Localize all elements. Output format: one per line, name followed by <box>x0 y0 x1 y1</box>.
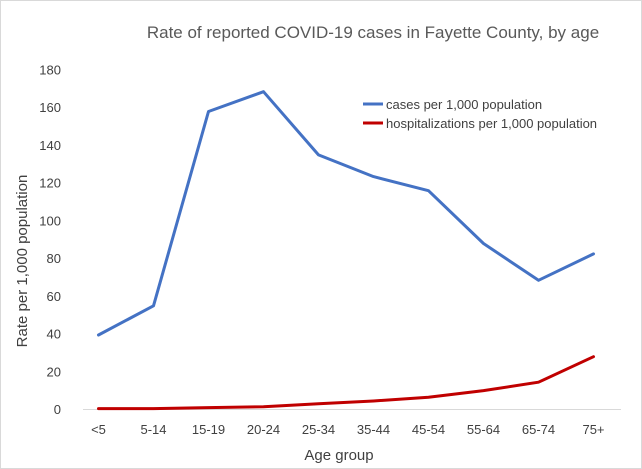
y-tick-label: 140 <box>39 138 61 153</box>
series-line-cases <box>97 90 595 337</box>
x-tick-label: 65-74 <box>522 422 555 437</box>
chart-title: Rate of reported COVID-19 cases in Fayet… <box>147 23 599 42</box>
x-tick-label: 75+ <box>582 422 604 437</box>
x-tick-label: 20-24 <box>247 422 280 437</box>
series-layer <box>97 90 595 411</box>
x-tick-label: 25-34 <box>302 422 335 437</box>
x-tick-label: 45-54 <box>412 422 445 437</box>
x-axis-ticks: <5 5-14 15-19 20-24 25-34 35-44 45-54 55-64 65-7… <box>91 422 604 437</box>
x-axis-title: Age group <box>304 447 373 464</box>
y-tick-label: 40 <box>47 327 61 342</box>
y-axis-ticks: 0 20 40 60 80 100 120 140 160 180 <box>39 63 61 418</box>
y-tick-label: 120 <box>39 176 61 191</box>
y-axis-title: Rate per 1,000 population <box>14 175 31 348</box>
y-tick-label: 180 <box>39 63 61 78</box>
legend: cases per 1,000 population hospitalizati… <box>363 97 597 131</box>
legend-label-hospitalizations: hospitalizations per 1,000 population <box>386 116 597 131</box>
y-tick-label: 60 <box>47 289 61 304</box>
legend-label-cases: cases per 1,000 population <box>386 97 542 112</box>
x-tick-label: 5-14 <box>140 422 166 437</box>
y-tick-label: 0 <box>54 402 61 417</box>
y-tick-label: 160 <box>39 100 61 115</box>
y-tick-label: 80 <box>47 251 61 266</box>
series-line-hospitalizations <box>97 355 595 411</box>
y-tick-label: 100 <box>39 213 61 228</box>
x-tick-label: 35-44 <box>357 422 390 437</box>
y-tick-label: 20 <box>47 364 61 379</box>
x-tick-label: 15-19 <box>192 422 225 437</box>
x-tick-label: <5 <box>91 422 106 437</box>
x-tick-label: 55-64 <box>467 422 500 437</box>
